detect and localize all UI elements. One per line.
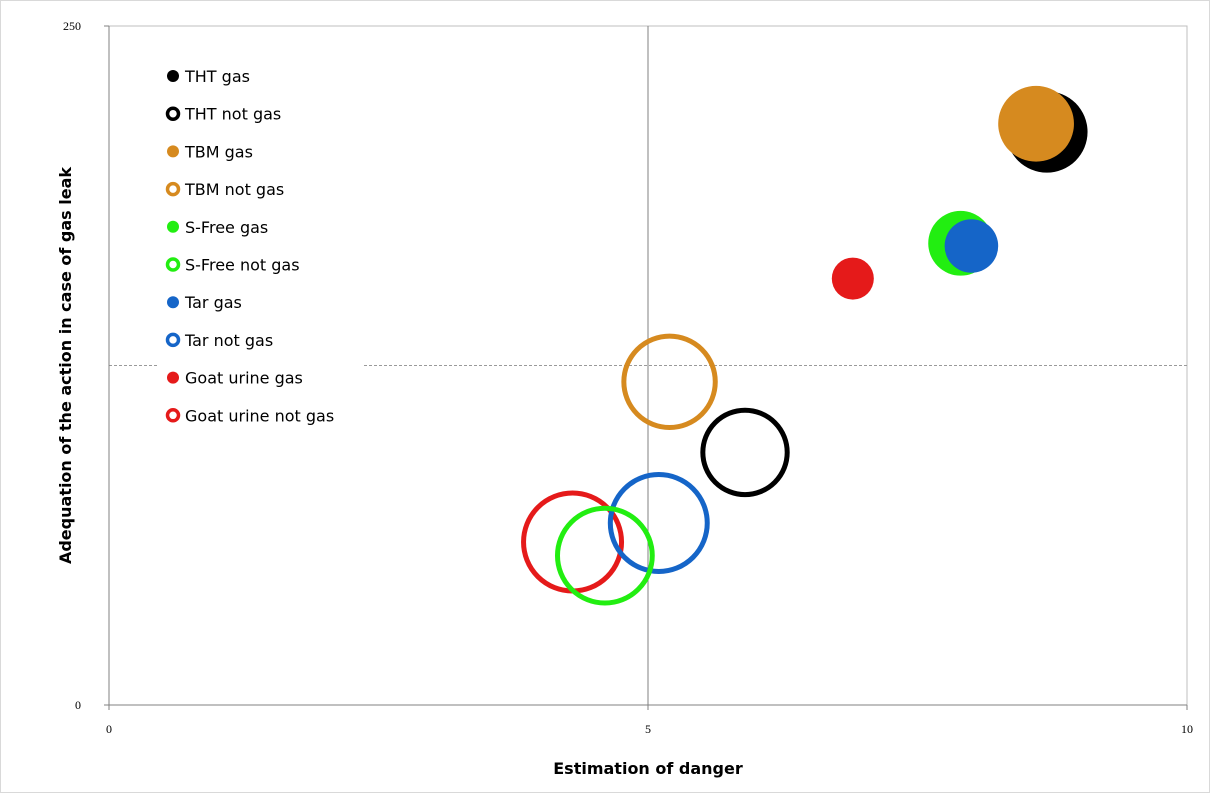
legend-label-goat-urine-not-gas: Goat urine not gas bbox=[185, 406, 334, 425]
legend-item-tbm-not-gas: TBM not gas bbox=[165, 180, 284, 199]
legend-item-tht-not-gas: THT not gas bbox=[165, 105, 281, 124]
legend-marker-tar-not-gas bbox=[165, 332, 181, 348]
bubble-layer bbox=[521, 85, 1088, 606]
legend-label-goat-urine-gas: Goat urine gas bbox=[185, 369, 303, 388]
legend-marker-goat-urine-not-gas bbox=[165, 408, 181, 423]
legend-marker-tbm-gas bbox=[167, 145, 179, 158]
x-axis-title: Estimation of danger bbox=[553, 759, 743, 778]
legend-marker-tbm-not-gas bbox=[165, 181, 181, 197]
bubble-tht-not-gas bbox=[700, 407, 790, 498]
y-tick-label: 250 bbox=[63, 19, 81, 33]
legend-label-tar-not-gas: Tar not gas bbox=[184, 331, 273, 350]
legend-label-s-free-not-gas: S-Free not gas bbox=[185, 256, 300, 275]
x-tick-label: 0 bbox=[106, 722, 112, 736]
bubble-tar-not-gas bbox=[607, 472, 710, 574]
legend-marker-tht-not-gas bbox=[165, 106, 181, 121]
legend-label-tht-not-gas: THT not gas bbox=[184, 105, 281, 124]
legend-item-tbm-gas: TBM gas bbox=[167, 142, 253, 161]
legend-item-goat-urine-not-gas: Goat urine not gas bbox=[165, 406, 334, 425]
x-tick-label: 10 bbox=[1181, 722, 1193, 736]
bubble-s-free-not-gas bbox=[554, 505, 655, 606]
legend-label-tbm-not-gas: TBM not gas bbox=[184, 180, 284, 199]
legend-item-tar-not-gas: Tar not gas bbox=[165, 331, 273, 350]
legend-marker-s-free-not-gas bbox=[165, 257, 181, 272]
legend-label-tht-gas: THT gas bbox=[184, 67, 250, 86]
legend-item-goat-urine-gas: Goat urine gas bbox=[167, 369, 303, 388]
legend-item-tht-gas: THT gas bbox=[167, 67, 250, 86]
bubble-goat-urine-gas bbox=[831, 257, 874, 300]
y-axis-title: Adequation of the action in case of gas … bbox=[56, 167, 75, 564]
legend-item-s-free-gas: S-Free gas bbox=[167, 218, 268, 237]
legend: THT gas THT not gas TBM gas TBM not gas S-Fr… bbox=[165, 67, 334, 425]
legend-label-s-free-gas: S-Free gas bbox=[185, 218, 268, 237]
bubble-tbm-gas bbox=[998, 85, 1074, 162]
y-tick-label: 0 bbox=[75, 698, 81, 712]
axis-layer: 0 5 10 0 250 bbox=[63, 19, 1193, 736]
x-tick-label: 5 bbox=[645, 722, 651, 736]
legend-marker-goat-urine-gas bbox=[167, 371, 179, 384]
legend-item-tar-gas: Tar gas bbox=[167, 293, 242, 312]
legend-marker-tar-gas bbox=[167, 296, 179, 309]
legend-item-s-free-not-gas: S-Free not gas bbox=[165, 256, 300, 275]
legend-label-tar-gas: Tar gas bbox=[184, 293, 242, 312]
bubble-tbm-not-gas bbox=[621, 333, 718, 431]
legend-marker-s-free-gas bbox=[167, 220, 179, 233]
legend-marker-tht-gas bbox=[167, 70, 179, 82]
legend-label-tbm-gas: TBM gas bbox=[184, 142, 253, 161]
bubble-tar-gas bbox=[944, 219, 999, 273]
